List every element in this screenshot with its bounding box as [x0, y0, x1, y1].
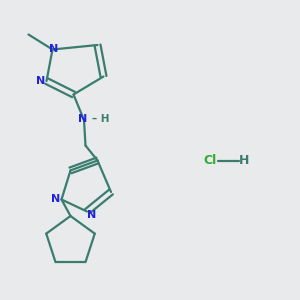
Text: H: H [239, 154, 250, 167]
Text: N: N [52, 194, 61, 205]
Text: N: N [50, 44, 58, 55]
Text: Cl: Cl [203, 154, 217, 167]
Text: – H: – H [92, 113, 109, 124]
Text: N: N [78, 113, 87, 124]
Text: N: N [87, 209, 96, 220]
Text: N: N [37, 76, 46, 86]
